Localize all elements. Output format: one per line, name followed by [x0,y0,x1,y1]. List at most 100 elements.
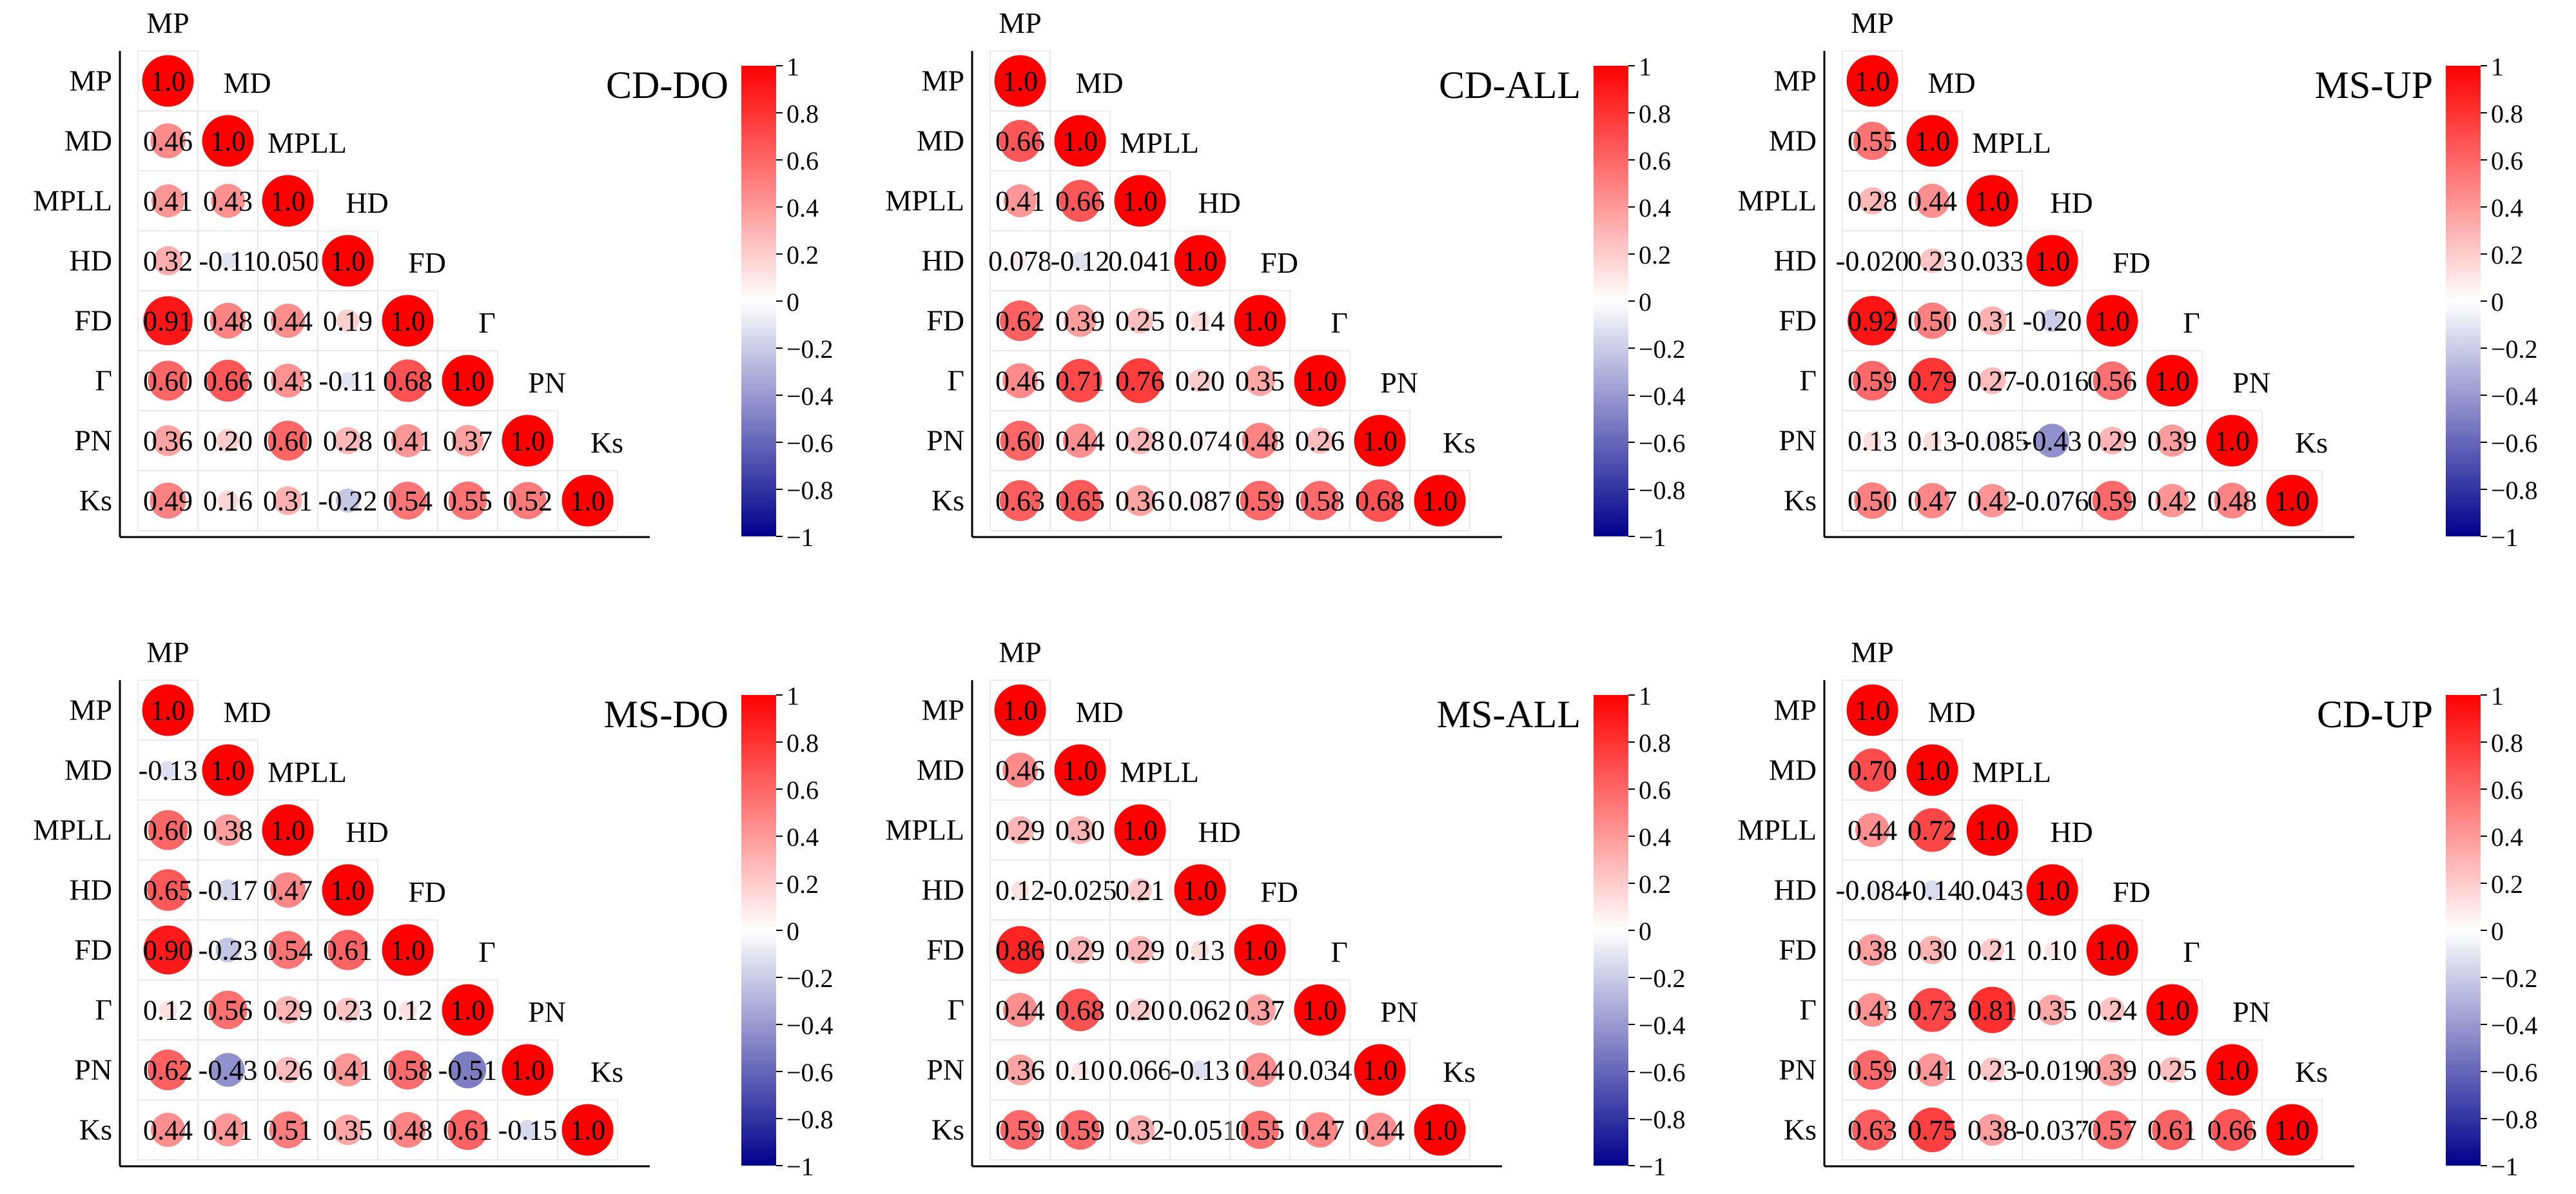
ms-up-value-mpll-mp: 0.28 [1848,186,1897,217]
ms-do-colorbar-tick-0: 1 [786,681,799,710]
ms-up-cell-hd-mp: -0.020 [1836,230,1909,291]
cd-up-row-label-mp: MP [1774,694,1817,727]
cd-do-circle-ks-mp [150,482,186,519]
cd-do-colorbar-tick-3: 0.4 [786,193,819,222]
ms-do-value-gamma-md: 0.56 [203,995,253,1026]
ms-do-circle-md-mp [159,761,177,779]
ms-do-value-ks-fd: 0.48 [383,1115,433,1146]
ms-all-circle-fd-fd [1234,924,1286,976]
cd-all-cell-gamma-mpll: 0.76 [1109,350,1171,411]
cd-up-cell-hd-mp: -0.084 [1836,859,1909,921]
ms-do-col-label-mp: MP [146,636,189,669]
ms-up-value-hd-mp: -0.020 [1836,246,1909,277]
cd-up-value-fd-hd: 0.10 [2027,935,2077,966]
ms-do-cell-mpll-mpll: 1.0 [257,799,318,861]
cd-do-cell-gamma-mp: 0.60 [137,350,199,411]
panels-layer: 1.00.46 1.00.41 0.43 1.00.32 -0.110.050 1.00.… [33,6,2537,1181]
ms-do-circle-ks-mpll [269,1111,307,1149]
cd-do-circle-pn-hd [334,427,362,455]
cd-all-cell-fd-md: 0.39 [1049,290,1111,351]
ms-do-value-gamma-fd: 0.12 [383,995,433,1026]
cd-up-cell-pn-fd: 0.39 [2082,1039,2143,1101]
cd-do-colorbar-tick-8: −0.6 [786,429,834,458]
cd-all-cell-pn-hd: 0.074 [1168,410,1232,471]
cd-up-circle-ks-hd [2047,1124,2058,1135]
cd-all-cell-fd-mp: 0.62 [990,290,1051,351]
cd-do-circle-hd-mpll [282,255,294,267]
ms-all-colorbar-tick-7: −0.4 [1639,1011,1686,1040]
ms-up-circle-fd-mpll [1978,306,2007,335]
ms-up-value-fd-fd: 1.0 [2094,306,2130,337]
cd-do-cell-ks-fd: 0.54 [377,470,438,531]
cd-do-value-gamma-hd: -0.11 [318,366,376,397]
panel-cd-up: 1.0 0.70 1.0 0.44 0.72 1.0 -0.084-0.140.043 1.0… [1737,636,2537,1181]
cd-all-row-label-gamma: Γ [947,364,964,397]
cd-up-circle-fd-mpll [1980,938,2004,962]
ms-do-circle-mp-mp [142,684,194,736]
cd-all-circle-pn-mpll [1126,427,1154,455]
ms-all-circle-ks-mp [1000,1110,1040,1150]
cd-all-colorbar-tick-9: −0.8 [1639,476,1686,505]
ms-all-circle-ks-fd [1240,1110,1280,1150]
ms-all-circle-pn-mp [1004,1054,1036,1086]
ms-do-circle-ks-mp [150,1112,186,1148]
ms-do-col-label-ks: Ks [590,1055,623,1088]
cd-all-cell-gamma-md: 0.71 [1049,350,1111,411]
ms-up-value-gamma-fd: 0.56 [2087,366,2137,397]
cd-all-circle-hd-hd [1174,235,1226,287]
ms-up-cell-pn-hd: -0.43 [2022,410,2083,471]
ms-do-row-label-md: MD [64,754,112,787]
ms-do-value-gamma-hd: 0.23 [323,995,373,1026]
cd-up-cell-hd-mpll: 0.043 [1960,859,2024,921]
cd-do-colorbar-tick-1: 0.8 [786,99,819,128]
ms-do-colorbar-tick-6: −0.2 [786,964,834,993]
ms-do-colorbar-tick-8: −0.6 [786,1058,834,1087]
cd-all-circle-gamma-fd [1244,365,1276,396]
cd-all-cell-ks-gamma: 0.58 [1289,470,1351,531]
cd-all-circle-mpll-md [1059,180,1101,222]
cd-do-cell-ks-mpll: 0.31 [257,470,318,531]
ms-up-circle-mpll-mpll [1966,175,2018,227]
cd-up-value-pn-md: 0.41 [1908,1055,1957,1086]
ms-do-colorbar-tick-4: 0.2 [786,870,819,899]
ms-do-value-gamma-mp: 0.12 [143,995,193,1026]
ms-do-cell-fd-mp: 0.90 [137,919,199,981]
ms-do-circle-mpll-md [211,814,244,847]
ms-up-value-pn-pn: 1.0 [2214,426,2250,457]
ms-all-value-mpll-mp: 0.29 [995,815,1045,847]
panel-cd-all: 1.00.66 1.00.41 0.66 1.00.078-0.120.041 1.00… [885,6,1685,552]
cd-up-value-pn-fd: 0.39 [2087,1055,2137,1086]
cd-up-row-label-gamma: Γ [1799,993,1817,1026]
cd-do-circle-pn-mpll [268,420,308,461]
cd-do-cell-mp-mp: 1.0 [137,50,199,112]
cd-all-value-pn-mpll: 0.28 [1115,426,1165,457]
cd-up-row-label-fd: FD [1779,934,1817,966]
ms-do-value-ks-ks: 1.0 [570,1115,605,1146]
cd-all-col-label-pn: PN [1380,366,1418,399]
cd-up-circle-fd-mp [1856,934,1889,966]
cd-up-circle-gamma-fd [2099,997,2125,1023]
ms-do-circle-gamma-mpll [273,995,302,1024]
ms-do-row-label-pn: PN [74,1053,112,1086]
cd-all-circle-fd-md [1064,304,1097,337]
ms-up-circle-ks-gamma [2155,484,2189,518]
cd-do-circle-hd-mp [153,246,183,276]
cd-up-value-pn-hd: -0.019 [2016,1055,2089,1086]
ms-up-value-hd-mpll: 0.033 [1960,246,2024,277]
cd-do-cell-gamma-hd: -0.11 [317,350,378,411]
cd-up-value-fd-fd: 1.0 [2094,935,2130,966]
ms-all-circle-gamma-mp [1002,992,1038,1028]
ms-all-value-pn-fd: 0.44 [1235,1055,1285,1086]
cd-all-value-mpll-mpll: 1.0 [1122,186,1158,217]
ms-all-cell-hd-mp: 0.12 [990,859,1051,921]
cd-do-row-label-gamma: Γ [95,364,112,397]
cd-all-value-hd-mp: 0.078 [988,246,1052,277]
ms-all-cell-hd-hd: 1.0 [1169,859,1231,921]
cd-do-colorbar-tick-4: 0.2 [786,240,819,269]
cd-do-colorbar-tick-0: 1 [786,52,799,81]
ms-up-row-label-ks: Ks [1784,484,1817,517]
cd-do-cell-fd-md: 0.48 [197,290,259,351]
ms-all-col-label-fd: FD [1260,876,1298,908]
ms-up-cell-md-mp: 0.55 [1842,110,1903,171]
ms-all-col-label-mpll: MPLL [1120,756,1199,788]
